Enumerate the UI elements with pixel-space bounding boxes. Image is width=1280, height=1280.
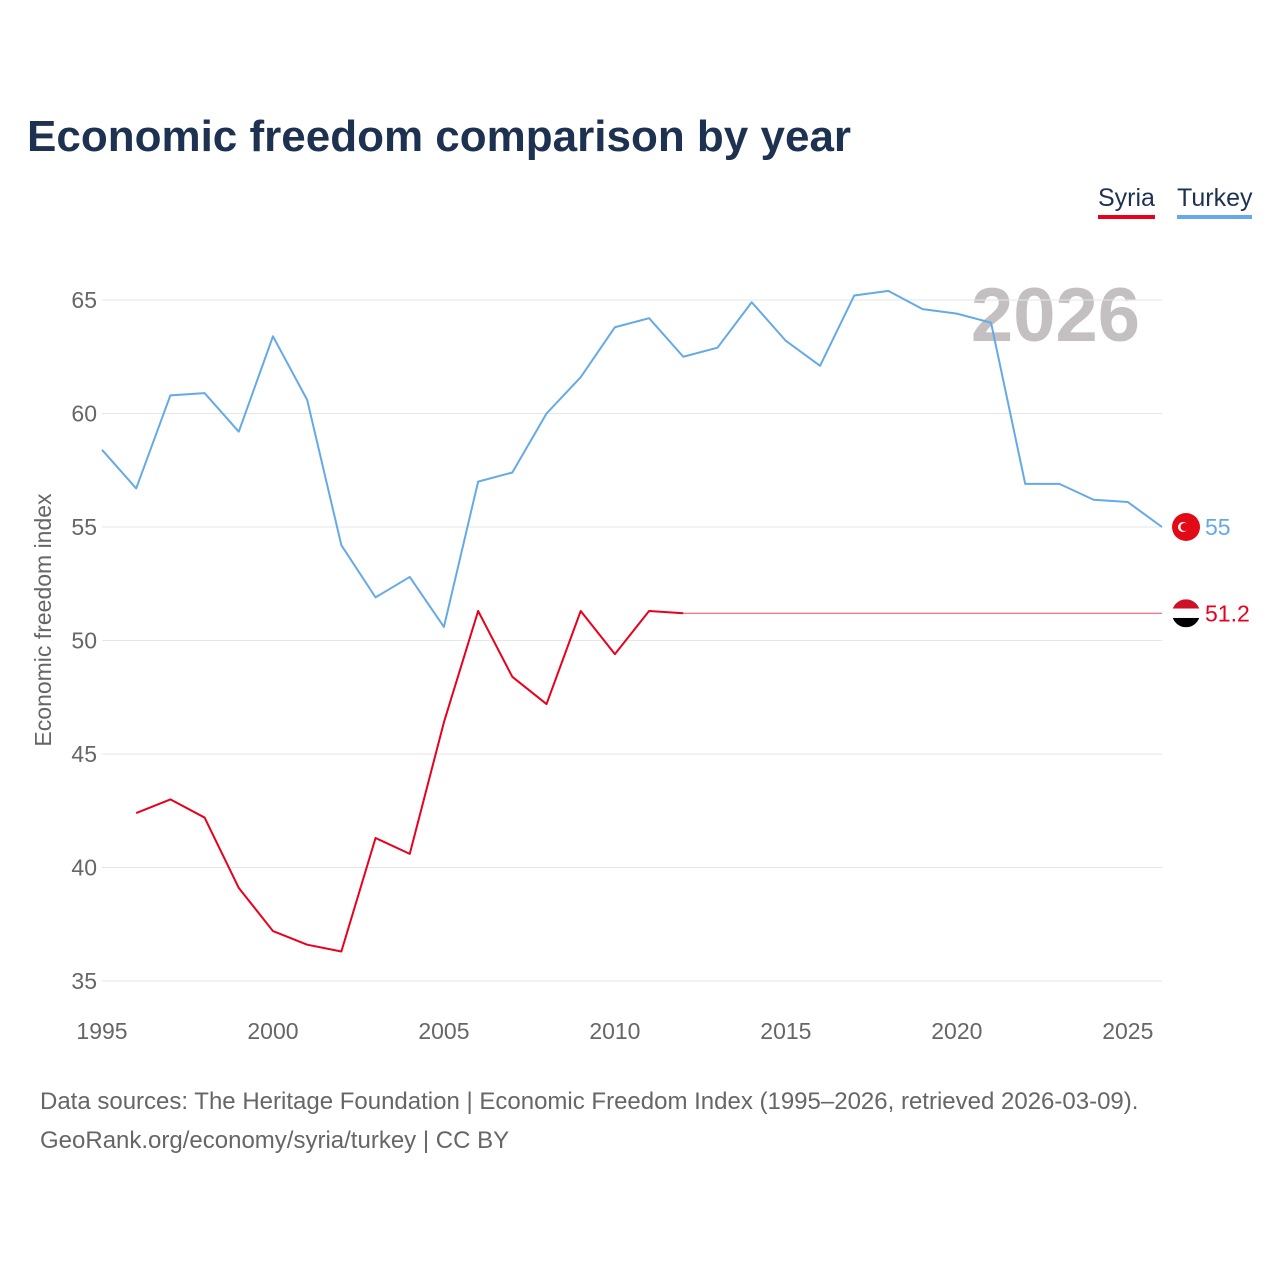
y-tick-label: 35 bbox=[71, 968, 97, 994]
x-tick-label: 2020 bbox=[931, 1018, 982, 1044]
legend-syria[interactable]: Syria bbox=[1098, 184, 1155, 219]
series-line-turkey bbox=[101, 289, 1163, 628]
x-tick-label: 1995 bbox=[76, 1018, 127, 1044]
end-label-syria: 51.2 bbox=[1205, 600, 1250, 626]
y-axis-label: Economic freedom index bbox=[30, 493, 56, 747]
source-text: Data sources: The Heritage Foundation | … bbox=[40, 1088, 1139, 1115]
x-tick-label: 2000 bbox=[247, 1018, 298, 1044]
x-tick-label: 2005 bbox=[418, 1018, 469, 1044]
year-watermark: 2026 bbox=[971, 273, 1140, 358]
y-tick-label: 45 bbox=[71, 741, 97, 767]
legend-turkey[interactable]: Turkey bbox=[1177, 184, 1253, 219]
x-tick-label: 2025 bbox=[1102, 1018, 1153, 1044]
y-tick-label: 65 bbox=[71, 287, 97, 313]
flag-syria-icon bbox=[1172, 599, 1200, 628]
x-tick-label: 2010 bbox=[589, 1018, 640, 1044]
x-tick-label: 2015 bbox=[760, 1018, 811, 1044]
source-link[interactable]: GeoRank.org/economy/syria/turkey | CC BY bbox=[40, 1127, 510, 1154]
y-tick-label: 55 bbox=[71, 514, 97, 540]
y-tick-label: 50 bbox=[71, 628, 97, 654]
flag-turkey-icon bbox=[1172, 513, 1200, 541]
end-label-turkey: 55 bbox=[1205, 514, 1231, 540]
series-line-syria bbox=[135, 609, 684, 953]
chart-title: Economic freedom comparison by year bbox=[27, 112, 852, 161]
y-tick-label: 40 bbox=[71, 855, 97, 881]
y-tick-label: 60 bbox=[71, 401, 97, 427]
